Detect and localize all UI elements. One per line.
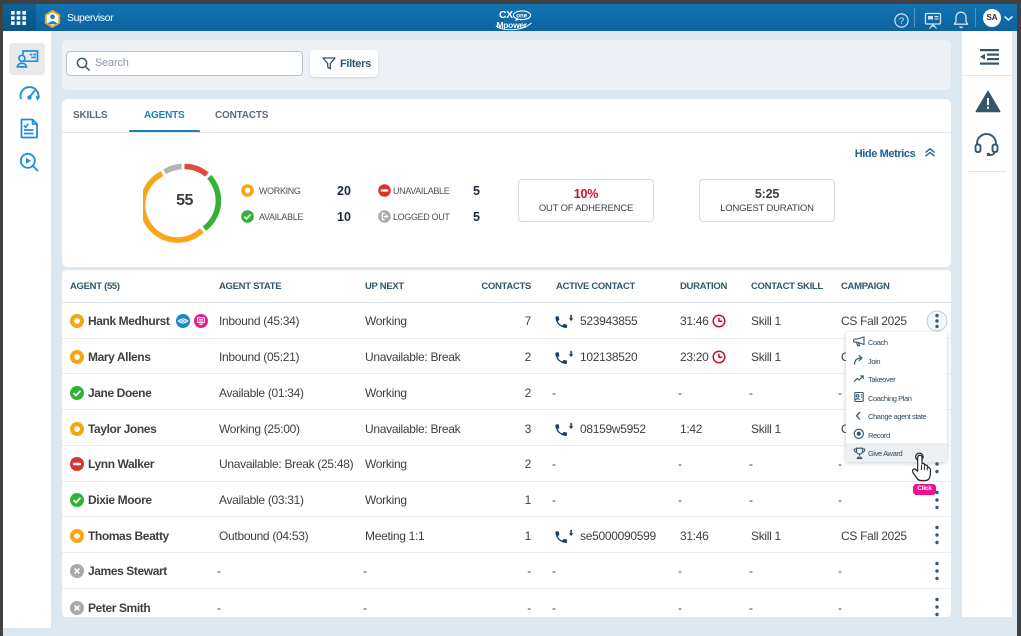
svg-text:CX: CX [499,9,513,21]
svg-text:one: one [516,13,528,20]
svg-text:?: ? [899,16,904,27]
svg-text:Mpower: Mpower [497,20,528,30]
